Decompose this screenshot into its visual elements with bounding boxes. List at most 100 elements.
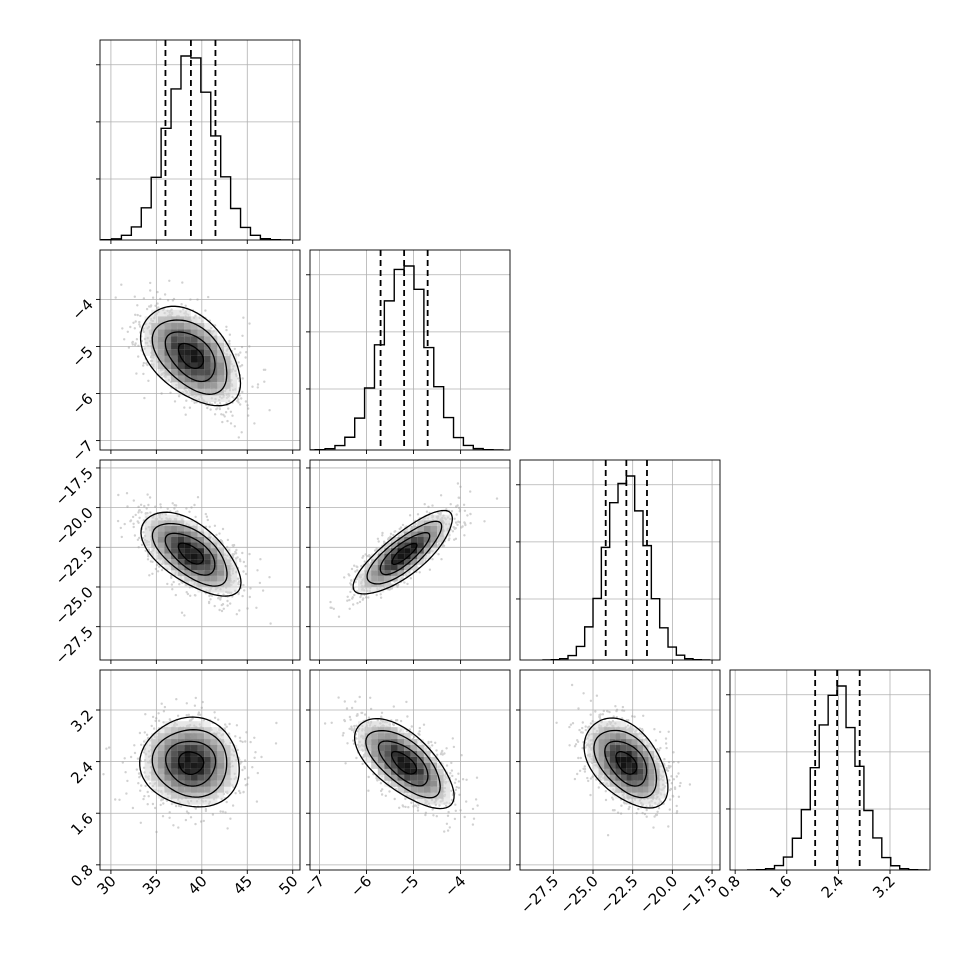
density-bin	[197, 581, 205, 587]
density-bin	[437, 536, 444, 543]
density-bin	[224, 564, 231, 571]
density-bin	[230, 355, 238, 363]
density-bin	[626, 768, 632, 775]
density-bin	[437, 525, 444, 532]
density-bin	[410, 762, 418, 769]
density-bin	[410, 536, 418, 543]
density-bin	[224, 768, 231, 775]
density-bin	[190, 382, 198, 389]
density-bin	[144, 536, 152, 543]
density-bin	[384, 559, 391, 565]
density-bin	[204, 570, 211, 576]
density-bin	[437, 514, 444, 521]
density-bin	[417, 786, 424, 793]
density-bin	[197, 548, 205, 554]
density-bin	[410, 564, 418, 571]
density-bin	[384, 542, 391, 549]
density-bin	[417, 762, 424, 769]
density-bin	[164, 316, 172, 323]
density-bin	[190, 388, 198, 396]
density-bin	[204, 382, 211, 389]
density-bin	[204, 559, 211, 565]
contour-line	[353, 717, 455, 810]
density-bin	[397, 768, 405, 775]
density-bin	[171, 756, 178, 763]
density-bin	[190, 362, 198, 370]
density-bin	[423, 762, 431, 769]
density-bin	[397, 531, 405, 537]
density-bin	[177, 336, 185, 343]
density-bin	[437, 798, 444, 805]
density-bin	[593, 745, 599, 751]
density-bin	[210, 575, 218, 582]
density-bin	[224, 581, 231, 587]
density-bin	[157, 309, 165, 317]
density-bin	[144, 329, 152, 337]
density-bin	[377, 762, 385, 769]
density-bin	[626, 798, 632, 805]
density-bin	[615, 774, 621, 781]
density-bin	[371, 739, 378, 746]
density-bin	[371, 570, 378, 576]
density-bin	[397, 786, 405, 793]
density-bin	[443, 792, 451, 799]
density-bin	[171, 733, 178, 740]
density-bin	[397, 756, 405, 763]
density-bin	[648, 745, 655, 751]
density-bin	[157, 514, 165, 521]
density-bin	[230, 564, 238, 571]
scatter-panel-2-1	[96, 249, 301, 454]
density-bin	[626, 727, 632, 734]
density-bin	[654, 750, 660, 757]
density-bin	[204, 536, 211, 543]
density-bin	[217, 395, 224, 402]
density-bin	[171, 798, 178, 805]
contour-line	[604, 740, 648, 787]
density-bin	[177, 329, 185, 337]
density-bin	[390, 745, 398, 751]
density-bin	[157, 342, 165, 350]
density-bin	[157, 745, 165, 751]
density-bin	[210, 382, 218, 389]
density-bin	[224, 342, 231, 350]
density-bin	[184, 733, 191, 740]
density-bin	[190, 531, 198, 537]
density-bin	[217, 774, 224, 781]
density-bin	[204, 756, 211, 763]
density-bin	[171, 336, 178, 343]
density-bin	[224, 355, 231, 363]
density-bin	[390, 780, 398, 787]
density-bin	[371, 745, 378, 751]
density-bin	[210, 727, 218, 734]
density-bin	[157, 756, 165, 763]
density-bin	[184, 309, 191, 317]
density-bin	[217, 355, 224, 363]
density-bin	[217, 586, 224, 593]
density-bin	[190, 342, 198, 350]
histogram-panel-3	[516, 459, 721, 664]
density-bin	[397, 536, 405, 543]
density-bin	[224, 739, 231, 746]
density-bin	[377, 575, 385, 582]
density-bin	[404, 792, 411, 799]
density-bin	[190, 575, 198, 582]
density-bin	[190, 548, 198, 554]
density-bin	[190, 564, 198, 571]
density-bin	[604, 780, 610, 787]
density-bin	[144, 739, 152, 746]
density-bin	[648, 792, 655, 799]
density-bin	[171, 548, 178, 554]
density-bin	[230, 570, 238, 576]
density-bin	[210, 768, 218, 775]
density-bin	[177, 575, 185, 582]
density-bin	[654, 798, 660, 805]
density-bin	[620, 792, 627, 799]
density-bin	[197, 559, 205, 565]
density-bin	[144, 745, 152, 751]
density-bin	[654, 792, 660, 799]
density-bin	[410, 780, 418, 787]
density-bin	[384, 570, 391, 576]
contour-line	[583, 717, 669, 809]
density-bin	[430, 786, 438, 793]
x-tick-label-p1: 30	[94, 872, 120, 898]
